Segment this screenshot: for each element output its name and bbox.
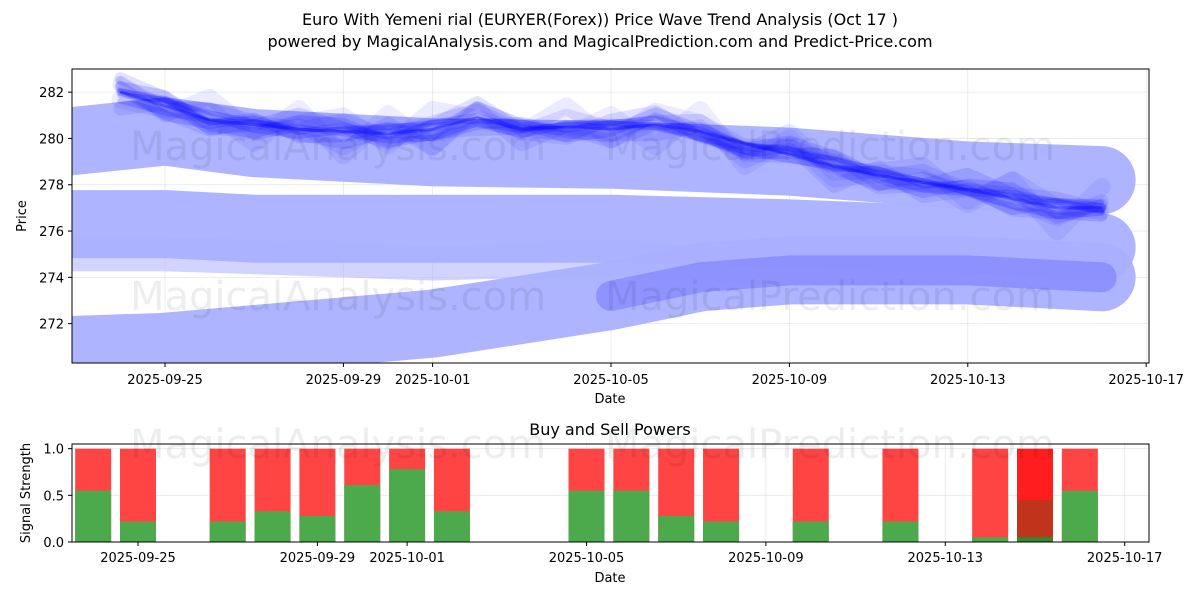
wave-band-lower-b bbox=[72, 237, 1119, 295]
x-tick-label: 2025-10-05 bbox=[549, 551, 625, 566]
wave-line bbox=[112, 76, 1110, 220]
watermark-right: MagicalPrediction.com bbox=[605, 422, 1055, 468]
wave-line bbox=[115, 80, 1107, 215]
chart-title: Euro With Yemeni rial (EURYER(Forex)) Pr… bbox=[301, 10, 899, 29]
wave-line bbox=[115, 86, 1107, 220]
price-ylabel: Price bbox=[15, 200, 30, 232]
buy-bar bbox=[120, 521, 156, 542]
watermark-right: MagicalPrediction.com bbox=[605, 124, 1055, 170]
buy-bar bbox=[389, 469, 426, 542]
y-tick-label: 0.5 bbox=[43, 489, 64, 504]
wave-line bbox=[117, 97, 1105, 220]
signal-xlabel: Date bbox=[594, 571, 625, 586]
wave-line bbox=[114, 72, 1108, 224]
watermark-left: MagicalAnalysis.com bbox=[130, 274, 546, 320]
watermark-left: MagicalAnalysis.com bbox=[130, 422, 546, 468]
x-tick-label: 2025-09-29 bbox=[280, 551, 356, 566]
buy-bar bbox=[299, 515, 336, 542]
y-tick-label: 0.0 bbox=[43, 536, 64, 551]
y-tick-label: 282 bbox=[39, 86, 64, 101]
x-tick-label: 2025-09-29 bbox=[306, 373, 382, 388]
wave-line bbox=[114, 81, 1108, 222]
buy-bar bbox=[254, 511, 291, 542]
buy-bar bbox=[882, 521, 919, 542]
wave-bands bbox=[72, 97, 1136, 363]
price-panel: MagicalAnalysis.com MagicalPrediction.co… bbox=[15, 68, 1184, 407]
buy-bar-base bbox=[1017, 537, 1053, 542]
signal-axes-frame bbox=[71, 443, 1150, 543]
buy-bar bbox=[1061, 490, 1098, 542]
x-tick-label: 2025-10-13 bbox=[930, 373, 1006, 388]
buy-bar bbox=[433, 511, 470, 542]
buy-bar bbox=[658, 515, 695, 542]
y-tick-label: 280 bbox=[39, 132, 64, 147]
watermark-left: MagicalAnalysis.com bbox=[130, 124, 546, 170]
chart-subtitle: powered by MagicalAnalysis.com and Magic… bbox=[267, 32, 933, 51]
wave-lines bbox=[111, 72, 1111, 241]
x-tick-label: 2025-10-17 bbox=[1108, 373, 1184, 388]
buy-bar bbox=[792, 521, 829, 542]
watermark-right: MagicalPrediction.com bbox=[605, 274, 1055, 320]
buy-bar bbox=[1017, 500, 1053, 542]
x-tick-label: 2025-10-17 bbox=[1087, 551, 1163, 566]
wave-band-upper bbox=[72, 97, 1136, 215]
wave-line bbox=[117, 88, 1105, 205]
wave-line bbox=[111, 90, 1111, 241]
y-tick-label: 274 bbox=[39, 271, 64, 286]
price-axes: 2025-09-25 2025-09-29 2025-10-01 2025-10-05… bbox=[39, 86, 1184, 388]
wave-band-overlap bbox=[596, 255, 1117, 311]
wave-line bbox=[113, 96, 1109, 227]
wave-line bbox=[116, 88, 1106, 214]
x-tick-label: 2025-09-25 bbox=[127, 373, 203, 388]
buy-bar bbox=[344, 485, 381, 542]
signal-axes: 2025-09-25 2025-09-29 2025-10-01 2025-10-05… bbox=[43, 443, 1162, 566]
buy-bar bbox=[703, 521, 740, 542]
signal-bars bbox=[75, 448, 1098, 542]
price-xlabel: Date bbox=[594, 392, 625, 407]
y-tick-label: 276 bbox=[39, 225, 64, 240]
sell-bar bbox=[972, 448, 1009, 542]
buy-bar bbox=[972, 537, 1009, 542]
x-tick-label: 2025-10-13 bbox=[908, 551, 984, 566]
buy-bar bbox=[613, 490, 650, 542]
y-tick-label: 1.0 bbox=[43, 443, 64, 458]
x-tick-label: 2025-10-09 bbox=[728, 551, 804, 566]
y-tick-label: 272 bbox=[39, 318, 64, 333]
x-tick-label: 2025-10-01 bbox=[369, 551, 445, 566]
wave-line bbox=[117, 92, 1105, 214]
wave-center-line bbox=[119, 90, 1102, 210]
x-tick-label: 2025-09-25 bbox=[100, 551, 176, 566]
x-tick-label: 2025-10-05 bbox=[573, 373, 649, 388]
x-tick-label: 2025-10-09 bbox=[752, 373, 828, 388]
signal-ylabel: Signal Strength bbox=[19, 443, 34, 543]
wave-line bbox=[115, 75, 1107, 213]
buy-bar bbox=[75, 490, 112, 542]
buy-bar bbox=[209, 521, 246, 542]
signal-title: Buy and Sell Powers bbox=[529, 420, 691, 439]
x-tick-label: 2025-10-01 bbox=[395, 373, 471, 388]
signal-panel: Buy and Sell Powers MagicalAnalysis.com … bbox=[19, 420, 1162, 586]
y-tick-label: 278 bbox=[39, 179, 64, 194]
buy-bar bbox=[568, 490, 605, 542]
